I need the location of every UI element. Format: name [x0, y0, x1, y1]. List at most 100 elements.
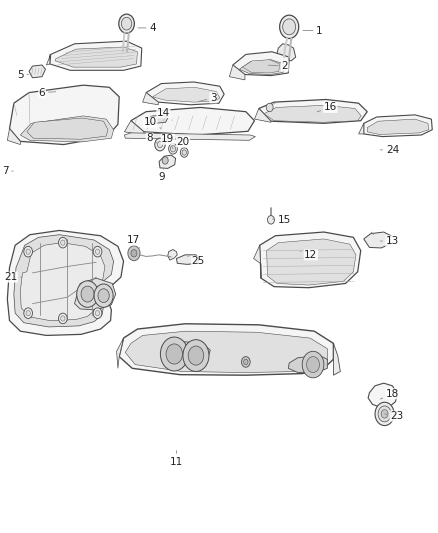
Circle shape — [128, 246, 140, 261]
Polygon shape — [254, 245, 261, 278]
Polygon shape — [359, 123, 364, 134]
Polygon shape — [117, 338, 124, 368]
Circle shape — [241, 357, 250, 367]
Polygon shape — [124, 133, 255, 140]
Circle shape — [93, 246, 102, 257]
Polygon shape — [364, 232, 391, 248]
Polygon shape — [254, 109, 271, 122]
Polygon shape — [14, 235, 113, 327]
Polygon shape — [55, 47, 138, 67]
Circle shape — [98, 289, 109, 303]
Circle shape — [59, 237, 67, 248]
Text: 3: 3 — [199, 93, 217, 103]
Text: 20: 20 — [177, 137, 190, 150]
Polygon shape — [333, 343, 340, 375]
Polygon shape — [367, 119, 429, 134]
Text: 6: 6 — [39, 87, 56, 98]
Polygon shape — [125, 331, 327, 373]
Circle shape — [160, 337, 188, 371]
Polygon shape — [119, 324, 333, 375]
Circle shape — [170, 146, 176, 152]
Circle shape — [24, 308, 32, 318]
Text: 13: 13 — [380, 236, 399, 246]
Text: 14: 14 — [157, 108, 172, 120]
Circle shape — [180, 148, 188, 157]
Polygon shape — [177, 255, 199, 264]
Circle shape — [121, 17, 132, 30]
Polygon shape — [20, 243, 105, 320]
Circle shape — [157, 141, 162, 148]
Text: 11: 11 — [170, 450, 183, 466]
Polygon shape — [242, 60, 279, 73]
Circle shape — [375, 402, 394, 425]
Text: 15: 15 — [272, 215, 290, 225]
Circle shape — [381, 410, 388, 418]
Text: 5: 5 — [17, 70, 28, 79]
Circle shape — [378, 406, 391, 422]
Polygon shape — [29, 65, 46, 78]
Polygon shape — [7, 128, 20, 144]
Circle shape — [119, 14, 134, 33]
Circle shape — [266, 103, 273, 112]
Polygon shape — [10, 85, 119, 144]
Circle shape — [93, 308, 102, 318]
Polygon shape — [131, 108, 254, 135]
Circle shape — [279, 15, 299, 38]
Circle shape — [81, 286, 94, 302]
Circle shape — [155, 138, 165, 151]
Polygon shape — [146, 82, 224, 105]
Circle shape — [61, 316, 65, 321]
Circle shape — [95, 311, 100, 316]
Text: 7: 7 — [2, 166, 13, 176]
Polygon shape — [143, 93, 158, 105]
Circle shape — [268, 216, 275, 224]
Polygon shape — [20, 116, 113, 142]
Circle shape — [26, 249, 30, 254]
Polygon shape — [146, 115, 168, 123]
Circle shape — [26, 311, 30, 316]
Polygon shape — [267, 239, 356, 285]
Polygon shape — [233, 52, 289, 76]
Polygon shape — [124, 120, 144, 135]
Text: 4: 4 — [138, 23, 156, 33]
Polygon shape — [259, 100, 367, 123]
Polygon shape — [161, 342, 210, 364]
Polygon shape — [159, 155, 176, 168]
Text: 23: 23 — [385, 411, 403, 421]
Circle shape — [182, 150, 187, 155]
Text: 16: 16 — [317, 102, 337, 112]
Circle shape — [188, 346, 204, 365]
Polygon shape — [260, 232, 361, 288]
Polygon shape — [288, 356, 327, 373]
Text: 1: 1 — [303, 26, 323, 36]
Circle shape — [183, 340, 209, 372]
Text: 12: 12 — [300, 250, 318, 260]
Circle shape — [131, 249, 137, 257]
Polygon shape — [230, 65, 245, 80]
Circle shape — [302, 351, 324, 378]
Circle shape — [307, 357, 320, 373]
Text: 9: 9 — [158, 168, 165, 182]
Text: 2: 2 — [268, 61, 288, 71]
Polygon shape — [74, 278, 116, 310]
Polygon shape — [50, 41, 142, 70]
Circle shape — [162, 157, 168, 164]
Polygon shape — [264, 106, 361, 122]
Circle shape — [244, 359, 248, 365]
Text: 17: 17 — [127, 235, 140, 248]
Polygon shape — [368, 383, 398, 408]
Polygon shape — [168, 249, 177, 260]
Polygon shape — [7, 230, 124, 335]
Text: 18: 18 — [380, 389, 399, 399]
Polygon shape — [46, 54, 51, 65]
Polygon shape — [239, 60, 284, 75]
Text: 8: 8 — [146, 133, 157, 143]
Circle shape — [61, 240, 65, 245]
Text: 24: 24 — [380, 145, 399, 155]
Polygon shape — [276, 44, 296, 61]
Circle shape — [24, 246, 32, 257]
Text: 21: 21 — [4, 272, 22, 282]
Text: 25: 25 — [187, 256, 205, 266]
Polygon shape — [152, 87, 220, 102]
Circle shape — [169, 143, 177, 154]
